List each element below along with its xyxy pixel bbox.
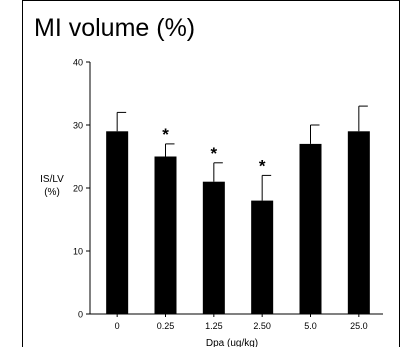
significance-marker: * — [259, 156, 266, 175]
y-axis-label: IS/LV — [40, 174, 64, 185]
x-tick-label: 5.0 — [304, 321, 317, 331]
y-tick-label: 30 — [73, 121, 83, 131]
y-tick-label: 10 — [73, 247, 83, 257]
x-tick-label: 0.25 — [157, 321, 175, 331]
significance-marker: * — [162, 125, 169, 144]
labels: 0 10 20 30 40 0 0.25 * 1.25 * 2.50 * 5.0 25.0 — [73, 58, 368, 332]
bar — [106, 131, 129, 314]
y-tick-label: 40 — [73, 58, 83, 68]
bar — [299, 143, 322, 314]
bar — [202, 181, 225, 314]
x-tick-label: 2.50 — [253, 321, 271, 331]
y-axis-label-unit: (%) — [44, 187, 60, 198]
x-tick-label: 25.0 — [350, 321, 368, 331]
x-tick-label: 0 — [115, 321, 120, 331]
bar — [251, 200, 274, 314]
bar — [154, 156, 177, 314]
chart-title: MI volume (%) — [34, 14, 196, 42]
y-tick-label: 0 — [78, 310, 83, 320]
bars — [106, 105, 370, 314]
x-tick-label: 1.25 — [205, 321, 223, 331]
significance-marker: * — [211, 144, 218, 163]
y-tick-label: 20 — [73, 184, 83, 194]
axes — [86, 61, 383, 317]
bar — [347, 131, 370, 314]
x-axis-label: Dpa (ug/kg) — [206, 338, 258, 347]
